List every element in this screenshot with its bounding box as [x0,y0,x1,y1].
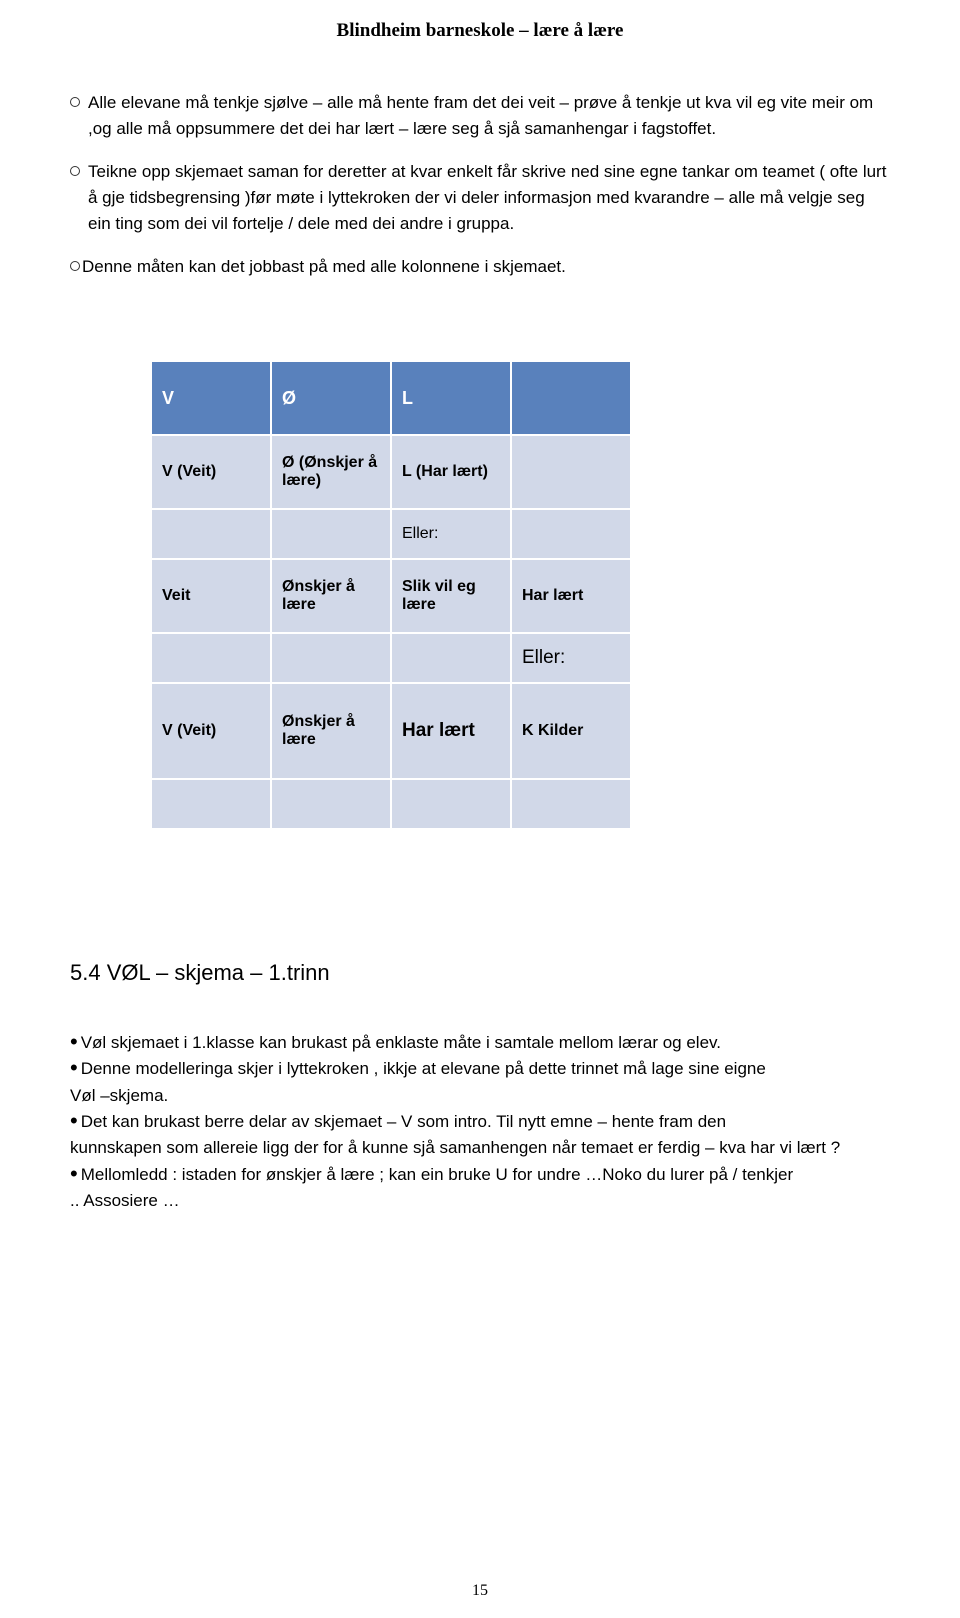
continuation-line: .. Assosiere … [70,1188,890,1214]
intro-bullet-list: Alle elevane må tenkje sjølve – alle må … [70,90,890,280]
table-cell [151,779,271,829]
table-cell [151,509,271,559]
table-row: Eller: [151,509,631,559]
continuation-line: Vøl –skjema. [70,1083,890,1109]
bullet-item: Alle elevane må tenkje sjølve – alle må … [70,90,890,143]
notes-list: • Vøl skjemaet i 1.klasse kan brukast på… [70,1030,890,1214]
table-cell: Har lært [391,683,511,779]
dot-bullet-icon: • [70,1163,78,1185]
table-cell [511,435,631,509]
table-cell [271,509,391,559]
table-cell [151,633,271,683]
table-cell: K Kilder [511,683,631,779]
table-cell: L (Har lært) [391,435,511,509]
table-cell [391,633,511,683]
table-cell: Slik vil eg lære [391,559,511,633]
table-cell: Eller: [511,633,631,683]
bullet-item: Denne måten kan det jobbast på med alle … [70,254,890,280]
table-header-row: V Ø L [151,361,631,435]
bullet-text: Alle elevane må tenkje sjølve – alle må … [88,90,890,143]
section-heading: 5.4 VØL – skjema – 1.trinn [70,960,890,986]
table-cell: Ønskjer å lære [271,559,391,633]
circle-bullet-icon [70,166,80,176]
table-cell: Har lært [511,559,631,633]
dot-bullet-icon: • [70,1031,78,1053]
table-cell: Veit [151,559,271,633]
table-cell [271,633,391,683]
table-row: V (Veit) Ønskjer å lære Har lært K Kilde… [151,683,631,779]
table-header-cell: V [151,361,271,435]
table-cell [271,779,391,829]
table-cell: Ønskjer å lære [271,683,391,779]
document-page: Blindheim barneskole – lære å lære Alle … [0,0,960,1618]
table-header-cell: Ø [271,361,391,435]
table-cell: Ø (Ønskjer å lære) [271,435,391,509]
bullet-item: Teikne opp skjemaet saman for deretter a… [70,159,890,238]
dot-bullet-icon: • [70,1110,78,1132]
list-text: Denne modelleringa skjer i lyttekroken ,… [81,1056,890,1082]
table-row: V (Veit) Ø (Ønskjer å lære) L (Har lært) [151,435,631,509]
table-cell [391,779,511,829]
table-cell [511,509,631,559]
list-text: Vøl skjemaet i 1.klasse kan brukast på e… [81,1030,890,1056]
circle-bullet-icon [70,97,80,107]
vol-table: V Ø L V (Veit) Ø (Ønskjer å lære) L (Har… [150,360,632,830]
bullet-text: Denne måten kan det jobbast på med alle … [82,254,890,280]
list-item: • Det kan brukast berre delar av skjemae… [70,1109,890,1135]
table-cell: Eller: [391,509,511,559]
continuation-line: kunnskapen som allereie ligg der for å k… [70,1135,890,1161]
dot-bullet-icon: • [70,1057,78,1079]
list-item: • Mellomledd : istaden for ønskjer å lær… [70,1162,890,1188]
page-header: Blindheim barneskole – lære å lære [70,20,890,42]
table-row: Eller: [151,633,631,683]
page-number: 15 [0,1582,960,1600]
list-text: Mellomledd : istaden for ønskjer å lære … [81,1162,890,1188]
list-item: • Vøl skjemaet i 1.klasse kan brukast på… [70,1030,890,1056]
table-header-cell [511,361,631,435]
table-row [151,779,631,829]
list-text: Det kan brukast berre delar av skjemaet … [81,1109,890,1135]
table-cell: V (Veit) [151,683,271,779]
bullet-text: Teikne opp skjemaet saman for deretter a… [88,159,890,238]
table-cell [511,779,631,829]
list-item: • Denne modelleringa skjer i lyttekroken… [70,1056,890,1082]
circle-bullet-icon [70,261,80,271]
table-row: Veit Ønskjer å lære Slik vil eg lære Har… [151,559,631,633]
table-header-cell: L [391,361,511,435]
table-cell: V (Veit) [151,435,271,509]
